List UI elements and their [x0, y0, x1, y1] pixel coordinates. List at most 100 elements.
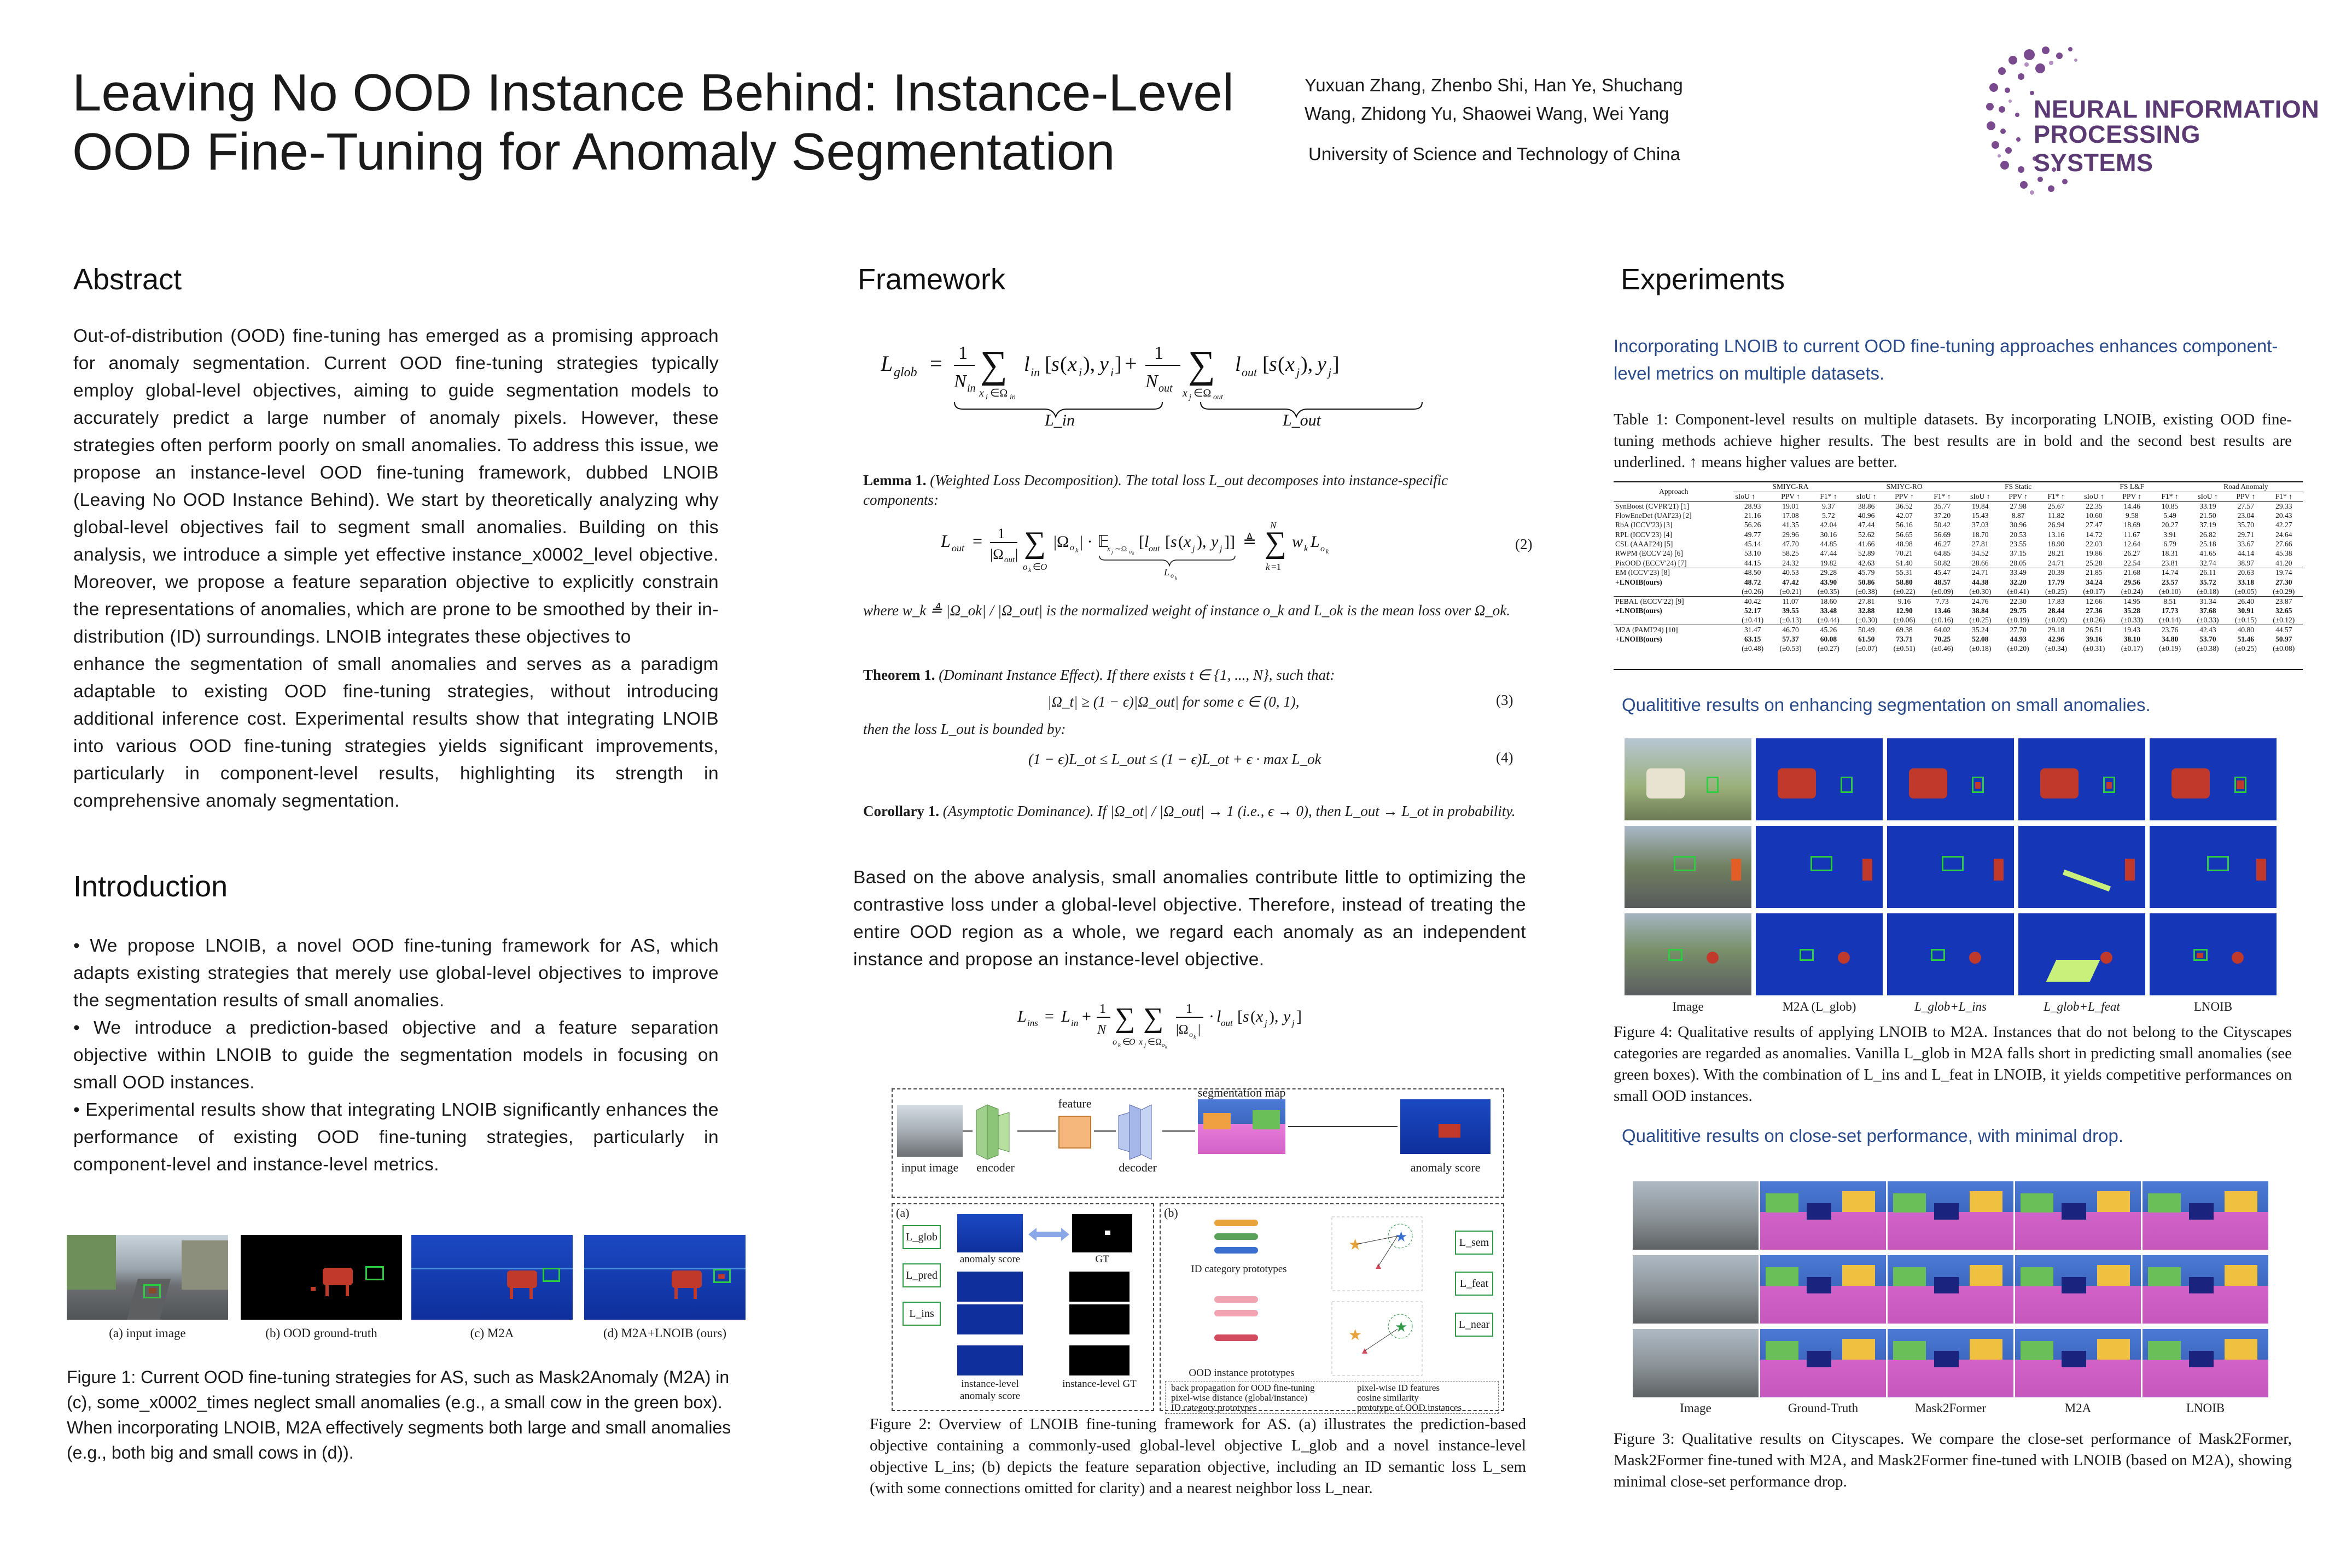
table-cell: (±0.44): [1817, 615, 1839, 624]
fig4-label-glob-feat: L_glob+L_feat: [2044, 1000, 2120, 1013]
table1-row: PixOOD (ECCV'24) [7] 44.15 24.32 19.82 42.63…: [1614, 558, 2303, 568]
svg-text:l: l: [1235, 353, 1241, 376]
svg-text:|Ω: |Ω: [1053, 533, 1069, 551]
table-cell: 39.55: [1782, 606, 1799, 615]
table-row-label: RWPM (ECCV'24) [6]: [1615, 549, 1683, 558]
poster-title-line-1: Leaving No OOD Instance Behind: Instance…: [72, 63, 1234, 122]
neurips-logo: NEURAL INFORMATION PROCESSING SYSTEMS: [1969, 38, 2325, 197]
fig4-row2-m2a: [1756, 826, 1883, 908]
table1-row-ours: +LNOIB(ours) 52.17 39.55 33.48 32.88 12.90 13.…: [1614, 606, 2303, 615]
diagram-anomaly-score: [1400, 1099, 1491, 1154]
lemma-where-clause: where w_k ≜ |Ω_ok| / |Ω_out| is the norm…: [863, 602, 1511, 619]
intro-bullet-1: • We propose LNOIB, a novel OOD fine-tun…: [73, 936, 719, 1011]
table-cell: 41.20: [2275, 558, 2292, 567]
table-cell: 52.89: [1858, 549, 1875, 558]
table-cell: 44.93: [2010, 634, 2027, 643]
svg-text:1: 1: [1186, 1002, 1192, 1016]
table-cell: 26.51: [2075, 625, 2114, 635]
svg-text:∼Ω: ∼Ω: [1115, 545, 1127, 553]
table-cell: 56.69: [1934, 530, 1951, 539]
table-cell: 11.07: [1771, 596, 1810, 607]
table-cell: 32.20: [2010, 578, 2027, 586]
diagram-gt-image: [1072, 1214, 1132, 1252]
table-cell: 32.74: [2199, 558, 2216, 567]
table-cell: 50.97: [2275, 634, 2292, 643]
abstract-text: Out-of-distribution (OOD) fine-tuning ha…: [73, 323, 719, 815]
table-cell: 31.47: [1733, 625, 1772, 635]
table-row-label: EM (ICCV'23) [8]: [1614, 568, 1734, 578]
svg-text:]: ]: [1115, 353, 1122, 376]
table-cell: 25.28: [2086, 558, 2103, 567]
fig4-row2-glob-ins: [1887, 826, 2014, 908]
table-cell: 24.71: [2047, 558, 2065, 567]
table-cell: 60.08: [1820, 634, 1837, 643]
table-cell: 20.43: [2275, 511, 2292, 520]
fig3-row1-m2a: [2015, 1181, 2141, 1250]
table-cell: (±0.27): [1817, 644, 1839, 653]
fig4-label-image: Image: [1672, 1000, 1704, 1013]
table-cell: (±0.29): [2273, 587, 2295, 596]
table-cell: 42.96: [2047, 634, 2065, 643]
table1-row: RbA (ICCV'23) [3] 56.26 41.35 42.04 47.44 56.…: [1614, 521, 2303, 530]
table-cell: 28.21: [2047, 549, 2065, 558]
svg-text:1: 1: [958, 343, 968, 363]
fig3-label-groundtruth: Ground-Truth: [1788, 1401, 1859, 1415]
svg-text:∑: ∑: [1188, 344, 1215, 386]
svg-text:]]: ]]: [1224, 533, 1235, 551]
table1-group-header: Approach SMIYC-RA SMIYC-RO FS Static FS …: [1614, 482, 2303, 496]
svg-text:j: j: [1110, 549, 1113, 555]
svg-text:k: k: [1132, 551, 1134, 556]
svg-text:y: y: [1282, 1007, 1291, 1025]
diagram-feature-label: feature: [1058, 1097, 1092, 1110]
svg-text:w: w: [1292, 533, 1303, 551]
experiments-heading: Experiments: [1621, 263, 1785, 296]
svg-text:(: (: [1178, 533, 1184, 551]
table-cell: 26.40: [2227, 596, 2265, 607]
svg-text:in: in: [1010, 393, 1016, 401]
figure2-caption: Figure 2: Overview of LNOIB fine-tuning …: [870, 1415, 1526, 1497]
logo-text-line-2: PROCESSING SYSTEMS: [2034, 120, 2201, 177]
table-cell: 22.30: [1999, 596, 2037, 607]
table-cell: 26.94: [2047, 521, 2065, 529]
table-cell: 19.84: [1972, 502, 1989, 510]
table-cell: (±0.18): [2197, 587, 2219, 596]
table-cell: 58.80: [1896, 578, 1913, 586]
table-cell: (±0.09): [1931, 587, 1953, 596]
table-cell: 9.16: [1885, 596, 1924, 607]
fig3-label-image: Image: [1680, 1401, 1711, 1415]
diagram-instance-score-2: [957, 1304, 1023, 1334]
table-cell: 28.66: [1972, 558, 1989, 567]
table1-metric-3-1: PPV ↑: [2122, 492, 2142, 501]
table-cell: (±0.25): [2045, 587, 2068, 596]
table-cell: 37.68: [2199, 606, 2216, 615]
table-row-label: +LNOIB(ours): [1615, 606, 1662, 615]
table-cell: 45.79: [1847, 568, 1885, 578]
diagram-feature-space: ★ ★ ★ ★: [1331, 1216, 1423, 1376]
abstract-paragraph-1: Out-of-distribution (OOD) fine-tuning ha…: [73, 326, 719, 647]
table-cell: 34.52: [1972, 549, 1989, 558]
table-cell: 23.57: [2161, 578, 2179, 586]
table-cell: 21.85: [2075, 568, 2114, 578]
svg-text:∑: ∑: [1265, 526, 1286, 559]
table-cell: 47.44: [1820, 549, 1837, 558]
table-cell: 41.65: [2199, 549, 2216, 558]
table-cell: 18.69: [2123, 521, 2140, 529]
table-cell: 35.24: [1961, 625, 1999, 635]
figure4-grid: [1625, 738, 2281, 1001]
table-cell: 17.73: [2161, 606, 2179, 615]
table1-header-fs-lf: FS L&F: [2075, 482, 2189, 492]
table-cell: 33.19: [2199, 502, 2216, 510]
svg-text:[: [: [1165, 533, 1171, 551]
diagram-instance-gt-label: instance-level GT: [1062, 1378, 1137, 1390]
equation-4-number: (4): [1496, 749, 1513, 766]
table-cell: 44.38: [1972, 578, 1989, 586]
diagram-instance-gt-1: [1069, 1272, 1130, 1302]
table-cell: 31.34: [2188, 596, 2227, 607]
table1-metric-2-2: F1* ↑: [2047, 492, 2065, 501]
table-cell: 27.57: [2237, 502, 2255, 510]
svg-text:),: ),: [1269, 1007, 1279, 1025]
svg-text:o: o: [1189, 1031, 1193, 1039]
table-cell: (±0.31): [2083, 644, 2105, 653]
table-cell: 38.84: [1972, 606, 1989, 615]
framework-analysis: Based on the above analysis, small anoma…: [853, 867, 1526, 970]
